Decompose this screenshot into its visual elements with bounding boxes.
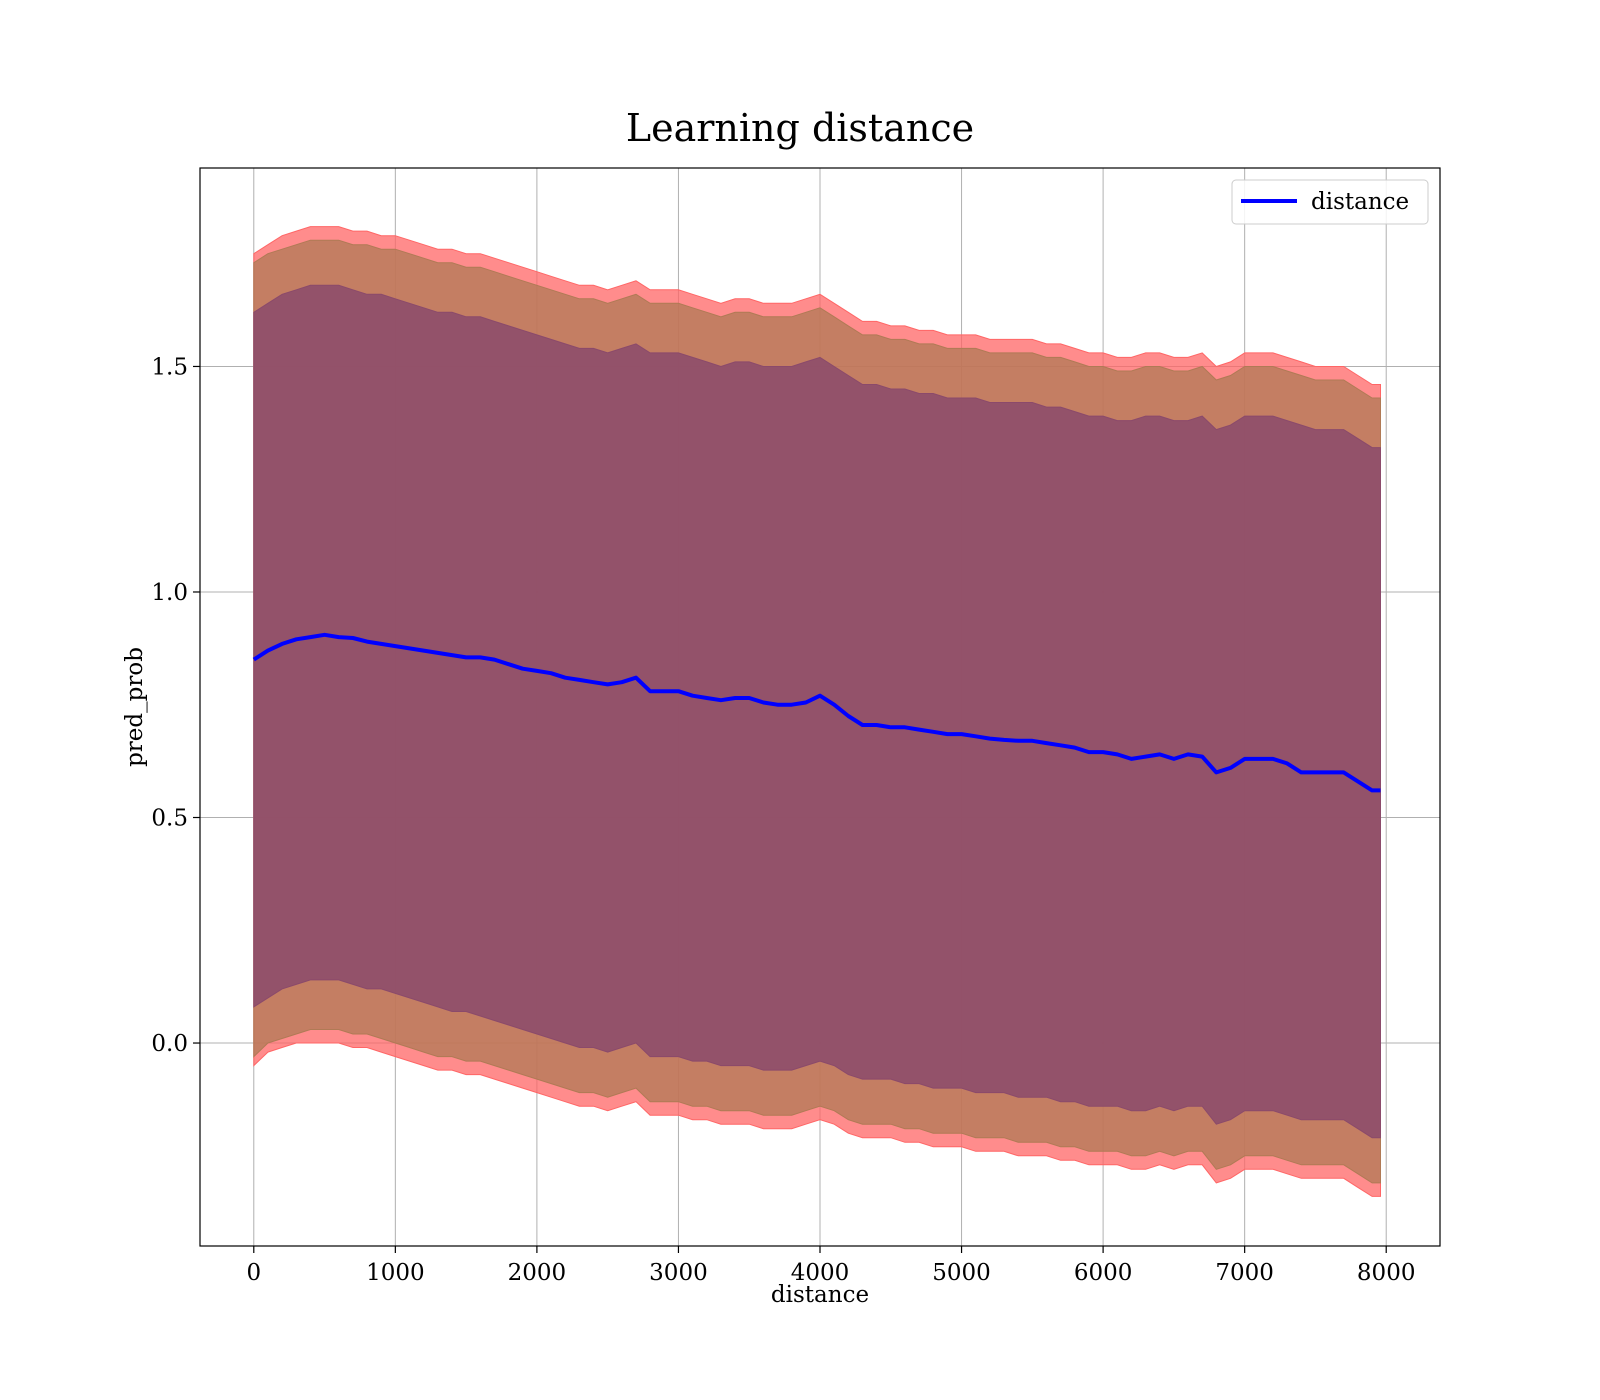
y-tick-label-2: 1.0: [151, 580, 188, 606]
x-tick-label-3: 3000: [649, 1260, 708, 1286]
legend: distance: [1231, 179, 1429, 225]
legend-label-distance: distance: [1311, 189, 1409, 215]
x-tick-label-5: 5000: [932, 1260, 991, 1286]
y-tick-label-3: 1.5: [151, 354, 188, 380]
y-tick-label-1: 0.5: [151, 806, 188, 832]
series-lines: [252, 632, 1381, 793]
confidence-bands: [253, 226, 1381, 1197]
y-tick-label-0: 0.0: [151, 1031, 188, 1057]
x-tick-label-8: 8000: [1357, 1260, 1416, 1286]
x-tick-label-0: 0: [246, 1260, 261, 1286]
band-inner: [253, 284, 1381, 1139]
x-tick-label-1: 1000: [366, 1260, 425, 1286]
x-tick-label-4: 4000: [791, 1260, 850, 1286]
series-line-distance: [252, 632, 1381, 793]
x-tick-label-6: 6000: [1074, 1260, 1133, 1286]
x-axis-ticks: 0 1000 2000 3000 4000 5000 6000 7000 8000: [246, 1246, 1415, 1286]
legend-box: [1231, 179, 1429, 225]
y-axis-ticks: 0.0 0.5 1.0 1.5: [151, 354, 200, 1057]
x-axis-label: distance: [771, 1282, 869, 1308]
y-axis-label: pred_prob: [122, 647, 148, 767]
x-tick-label-7: 7000: [1215, 1260, 1274, 1286]
chart-title: Learning distance: [626, 106, 974, 150]
x-tick-label-2: 2000: [508, 1260, 567, 1286]
